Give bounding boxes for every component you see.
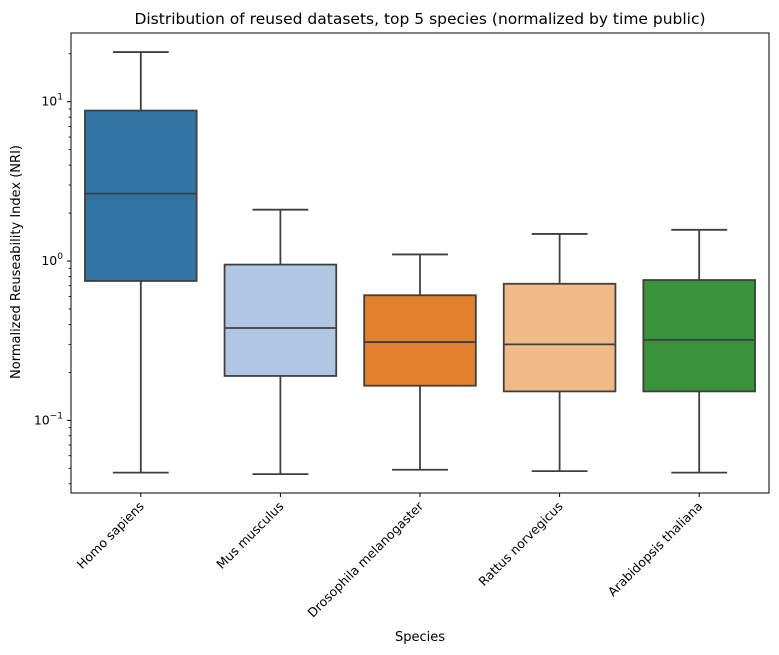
- x-tick-label: Rattus norvegicus: [475, 499, 565, 589]
- x-tick-label: Homo sapiens: [74, 499, 147, 572]
- box-3: [363, 294, 477, 387]
- x-tick-label: Drosophila melanogaster: [304, 498, 426, 620]
- chart-title: Distribution of reused datasets, top 5 s…: [134, 10, 705, 28]
- x-tick-label: Arabidopsis thaliana: [605, 499, 706, 600]
- box-5: [642, 279, 756, 393]
- x-axis-label: Species: [395, 630, 445, 645]
- y-tick-label: 101: [41, 93, 63, 109]
- box-4: [502, 282, 617, 393]
- y-axis-label: Normalized Reuseability Index (NRI): [9, 145, 24, 379]
- x-tick-label: Mus musculus: [213, 499, 286, 572]
- box-2: [223, 263, 338, 377]
- y-tick-label: 100: [41, 252, 63, 268]
- y-tick-label: 10−1: [34, 411, 63, 427]
- box-1: [84, 109, 198, 282]
- plot-area: 10−1 100 101 Homo sapiens Mus musculus Drosop…: [34, 32, 770, 620]
